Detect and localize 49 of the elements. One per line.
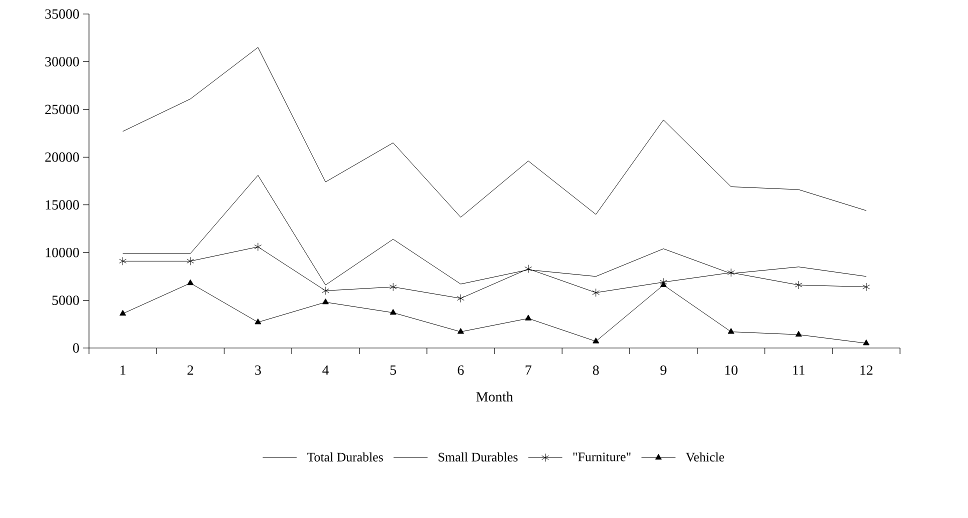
point: [187, 279, 194, 286]
y-tick-label: 35000: [45, 9, 79, 19]
x-tick-label: 8: [592, 365, 599, 375]
x-tick-label: 4: [322, 365, 329, 375]
x-tick-label: 7: [526, 365, 532, 375]
y-tick-label: 0: [73, 343, 79, 353]
x-tick-label: 2: [188, 365, 194, 375]
point: [524, 264, 532, 274]
point: [254, 242, 262, 252]
y-tick-label: 25000: [45, 104, 79, 114]
x-tick-label: 1: [120, 365, 126, 375]
x-tick-label: 6: [458, 365, 464, 375]
point: [322, 298, 329, 304]
x-tick-label: 9: [660, 365, 666, 375]
x-tick-label: 12: [860, 365, 872, 375]
y-tick-label: 10000: [46, 248, 79, 258]
point: [727, 268, 735, 277]
y-tick-label: 20000: [45, 152, 79, 162]
point: [795, 330, 802, 337]
legend-label: Total Durables: [307, 452, 383, 462]
point: [390, 308, 396, 315]
point: [322, 286, 330, 295]
x-axis-title: Month: [476, 392, 513, 402]
x-tick-label: 5: [390, 365, 396, 375]
y-tick-label: 30000: [45, 57, 79, 66]
legend-label: "Furniture": [573, 452, 630, 462]
line-series: [122, 47, 866, 218]
legend-label: Small Durables: [438, 452, 518, 462]
point: [525, 314, 532, 320]
point: [862, 282, 870, 292]
point: [120, 310, 126, 316]
point: [254, 318, 262, 324]
point: [457, 294, 464, 303]
y-tick-label: 15000: [46, 200, 79, 210]
point: [592, 288, 600, 297]
point: [592, 338, 600, 344]
point: [660, 281, 667, 288]
point: [728, 328, 734, 334]
point: [862, 339, 870, 346]
point: [186, 256, 194, 266]
point: [389, 282, 397, 292]
x-tick-label: 11: [793, 365, 805, 375]
point: [457, 328, 464, 334]
x-tick-label: 3: [255, 365, 261, 375]
y-tick-label: 5000: [52, 296, 79, 305]
legend-label: Vehicle: [686, 452, 724, 462]
x-tick-label: 10: [725, 365, 738, 375]
point: [794, 280, 802, 290]
point: [119, 256, 126, 266]
